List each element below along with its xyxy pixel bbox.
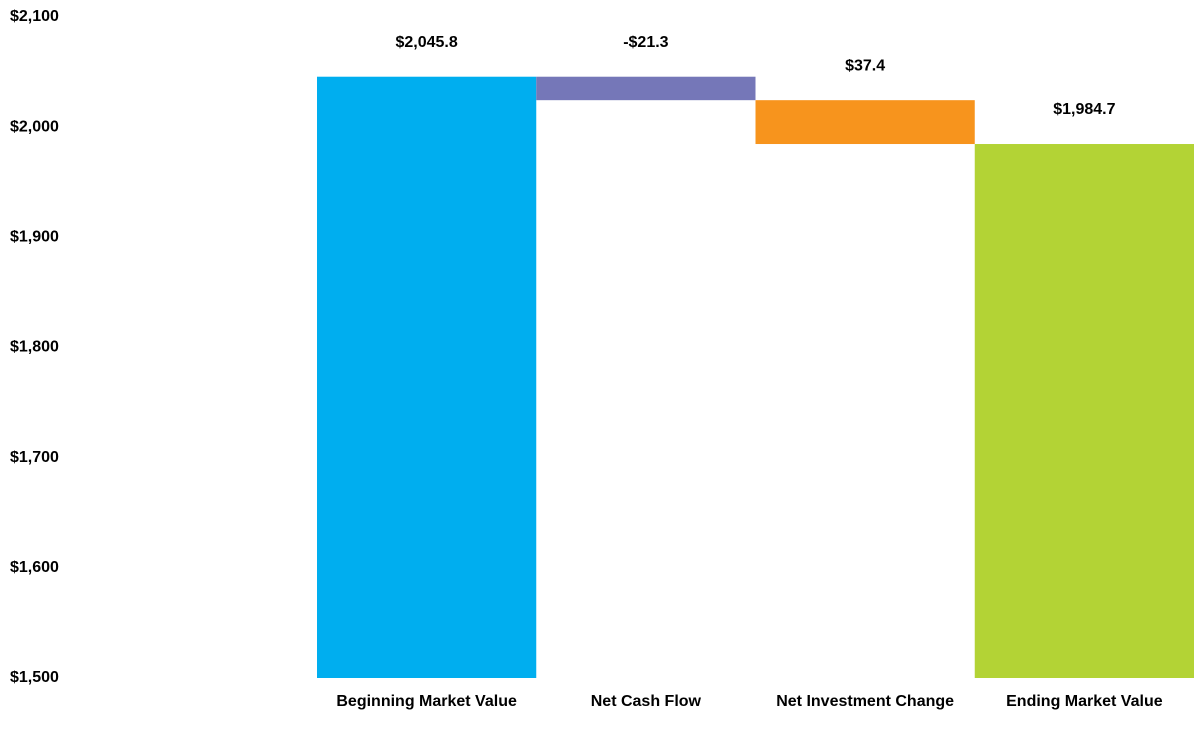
x-tick-label: Net Investment Change: [776, 693, 955, 710]
bar: [755, 100, 975, 145]
y-tick-label: $1,600: [10, 559, 59, 576]
bar: [317, 76, 537, 679]
value-label: $1,984.7: [1053, 101, 1115, 118]
y-tick-label: $2,000: [10, 118, 59, 135]
value-label: $37.4: [845, 57, 885, 74]
y-tick-label: $2,100: [10, 8, 59, 25]
value-label: $2,045.8: [395, 34, 457, 51]
y-tick-label: $1,900: [10, 229, 59, 246]
x-tick-label: Ending Market Value: [1006, 693, 1163, 710]
value-label: -$21.3: [623, 34, 668, 51]
y-tick-label: $1,800: [10, 339, 59, 356]
bar: [536, 76, 756, 101]
bar: [974, 144, 1194, 679]
y-tick-label: $1,500: [10, 669, 59, 686]
x-tick-label: Beginning Market Value: [336, 693, 517, 710]
y-tick-label: $1,700: [10, 449, 59, 466]
x-tick-label: Net Cash Flow: [590, 693, 701, 710]
